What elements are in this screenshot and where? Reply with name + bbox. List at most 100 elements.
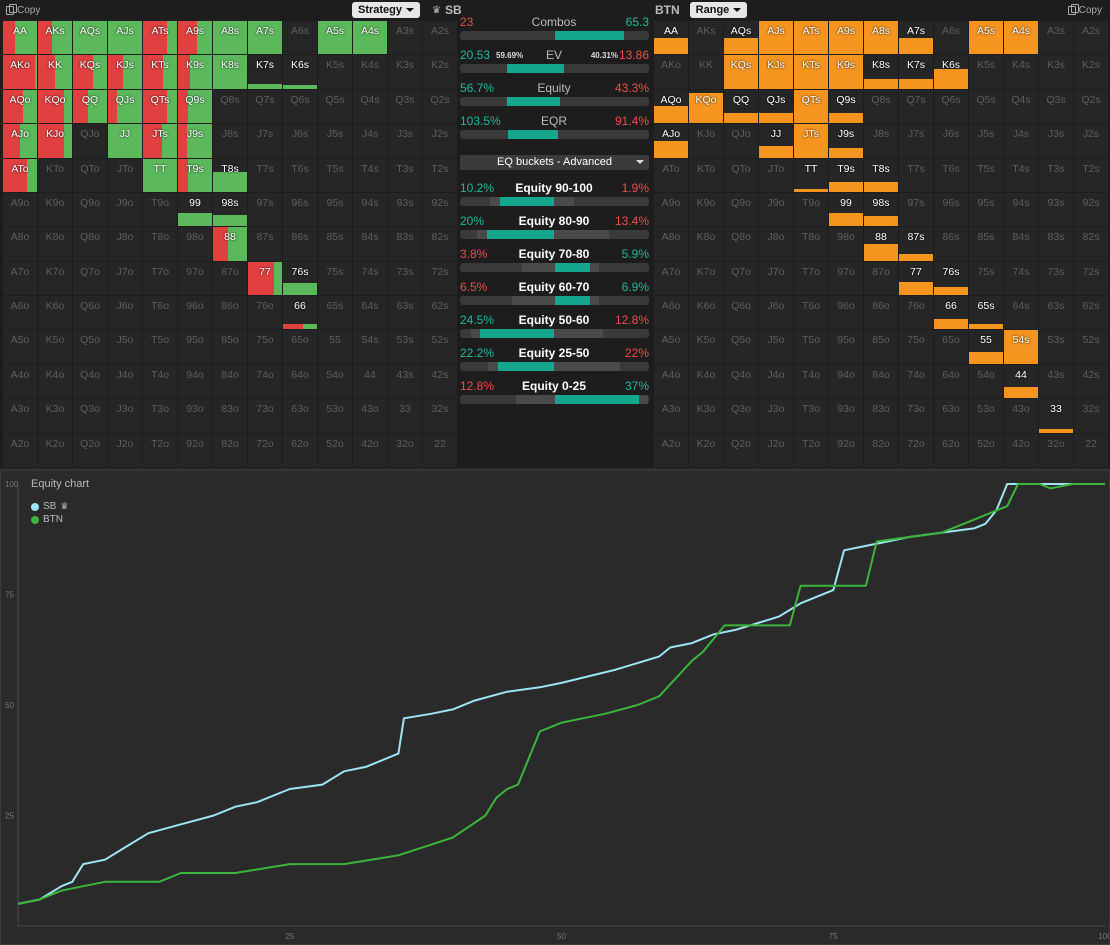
btn-hand-cell-66[interactable]: 66 (934, 296, 968, 330)
sb-hand-cell-84o[interactable]: 84o (213, 364, 247, 399)
sb-hand-cell-Q7s[interactable]: Q7s (248, 89, 282, 124)
sb-hand-cell-KK[interactable]: KK (38, 55, 72, 89)
sb-hand-cell-QQ[interactable]: QQ (73, 89, 107, 124)
btn-hand-cell-75o[interactable]: 75o (899, 330, 933, 364)
sb-hand-cell-JTo[interactable]: JTo (108, 158, 142, 192)
sb-hand-cell-82o[interactable]: 82o (213, 433, 247, 467)
btn-hand-cell-44[interactable]: 44 (1004, 364, 1038, 399)
sb-hand-cell-95o[interactable]: 95o (178, 330, 212, 364)
sb-hand-cell-63o[interactable]: 63o (283, 399, 317, 433)
sb-hand-cell-J8s[interactable]: J8s (213, 124, 247, 158)
sb-hand-cell-AJs[interactable]: AJs (108, 21, 142, 55)
btn-hand-cell-J4s[interactable]: J4s (1004, 124, 1038, 158)
btn-hand-cell-AQo[interactable]: AQo (654, 89, 688, 124)
btn-hand-cell-J9s[interactable]: J9s (829, 124, 863, 158)
sb-hand-cell-Q4o[interactable]: Q4o (73, 364, 107, 399)
sb-hand-cell-52s[interactable]: 52s (423, 330, 457, 364)
sb-hand-cell-AKo[interactable]: AKo (3, 55, 37, 89)
btn-hand-cell-53o[interactable]: 53o (969, 399, 1003, 433)
btn-hand-cell-Q9s[interactable]: Q9s (829, 89, 863, 124)
sb-hand-cell-83o[interactable]: 83o (213, 399, 247, 433)
btn-hand-cell-72s[interactable]: 72s (1074, 261, 1108, 296)
range-dropdown[interactable]: Range (689, 2, 748, 18)
sb-hand-cell-64s[interactable]: 64s (353, 296, 387, 330)
btn-hand-cell-92o[interactable]: 92o (829, 433, 863, 467)
btn-hand-cell-QTo[interactable]: QTo (724, 158, 758, 192)
btn-hand-cell-65o[interactable]: 65o (934, 330, 968, 364)
btn-hand-cell-84s[interactable]: 84s (1004, 227, 1038, 261)
sb-hand-cell-KJo[interactable]: KJo (38, 124, 72, 158)
btn-hand-cell-K7o[interactable]: K7o (689, 261, 723, 296)
btn-hand-cell-A3o[interactable]: A3o (654, 399, 688, 433)
btn-hand-cell-J8s[interactable]: J8s (864, 124, 898, 158)
btn-hand-cell-T5s[interactable]: T5s (969, 158, 1003, 192)
sb-hand-cell-T7o[interactable]: T7o (143, 261, 177, 296)
sb-hand-cell-KQo[interactable]: KQo (38, 89, 72, 124)
sb-hand-cell-94s[interactable]: 94s (353, 192, 387, 227)
sb-hand-cell-87o[interactable]: 87o (213, 261, 247, 296)
btn-hand-cell-63o[interactable]: 63o (934, 399, 968, 433)
btn-hand-cell-53s[interactable]: 53s (1039, 330, 1073, 364)
sb-hand-cell-T6o[interactable]: T6o (143, 296, 177, 330)
btn-hand-cell-Q4o[interactable]: Q4o (724, 364, 758, 399)
legend-item-btn[interactable]: BTN (31, 513, 68, 526)
sb-hand-cell-A9s[interactable]: A9s (178, 21, 212, 55)
btn-hand-cell-32s[interactable]: 32s (1074, 399, 1108, 433)
btn-hand-cell-Q2o[interactable]: Q2o (724, 433, 758, 467)
btn-hand-cell-42s[interactable]: 42s (1074, 364, 1108, 399)
right-copy-button[interactable]: Copy (1067, 3, 1102, 16)
sb-hand-cell-J4o[interactable]: J4o (108, 364, 142, 399)
btn-hand-cell-QQ[interactable]: QQ (724, 89, 758, 124)
btn-hand-cell-65s[interactable]: 65s (969, 296, 1003, 330)
sb-hand-cell-AQo[interactable]: AQo (3, 89, 37, 124)
btn-hand-cell-T4s[interactable]: T4s (1004, 158, 1038, 192)
sb-hand-cell-Q4s[interactable]: Q4s (353, 89, 387, 124)
sb-hand-cell-73s[interactable]: 73s (388, 261, 422, 296)
btn-hand-cell-J7s[interactable]: J7s (899, 124, 933, 158)
btn-hand-cell-J3s[interactable]: J3s (1039, 124, 1073, 158)
sb-hand-cell-Q2s[interactable]: Q2s (423, 89, 457, 124)
btn-hand-cell-86o[interactable]: 86o (864, 296, 898, 330)
btn-hand-cell-76s[interactable]: 76s (934, 261, 968, 296)
sb-hand-cell-T8o[interactable]: T8o (143, 227, 177, 261)
btn-hand-cell-JTs[interactable]: JTs (794, 124, 828, 158)
sb-hand-cell-J5s[interactable]: J5s (318, 124, 352, 158)
btn-hand-cell-74o[interactable]: 74o (899, 364, 933, 399)
sb-hand-cell-A2s[interactable]: A2s (423, 21, 457, 55)
btn-hand-cell-54o[interactable]: 54o (969, 364, 1003, 399)
sb-hand-cell-AQs[interactable]: AQs (73, 21, 107, 55)
sb-hand-cell-J6o[interactable]: J6o (108, 296, 142, 330)
sb-hand-cell-Q5s[interactable]: Q5s (318, 89, 352, 124)
btn-hand-cell-J9o[interactable]: J9o (759, 192, 793, 227)
btn-hand-cell-63s[interactable]: 63s (1039, 296, 1073, 330)
sb-hand-cell-84s[interactable]: 84s (353, 227, 387, 261)
btn-hand-cell-A7s[interactable]: A7s (899, 21, 933, 55)
sb-hand-cell-A3s[interactable]: A3s (388, 21, 422, 55)
sb-hand-cell-A5s[interactable]: A5s (318, 21, 352, 55)
sb-hand-cell-Q5o[interactable]: Q5o (73, 330, 107, 364)
sb-hand-cell-66[interactable]: 66 (283, 296, 317, 330)
sb-hand-cell-J8o[interactable]: J8o (108, 227, 142, 261)
btn-hand-cell-T7o[interactable]: T7o (794, 261, 828, 296)
btn-hand-cell-J8o[interactable]: J8o (759, 227, 793, 261)
btn-hand-cell-K3o[interactable]: K3o (689, 399, 723, 433)
sb-hand-cell-Q7o[interactable]: Q7o (73, 261, 107, 296)
sb-hand-cell-75s[interactable]: 75s (318, 261, 352, 296)
sb-hand-cell-55[interactable]: 55 (318, 330, 352, 364)
sb-hand-cell-93s[interactable]: 93s (388, 192, 422, 227)
btn-hand-cell-QTs[interactable]: QTs (794, 89, 828, 124)
btn-hand-cell-KTo[interactable]: KTo (689, 158, 723, 192)
sb-hand-cell-62o[interactable]: 62o (283, 433, 317, 467)
sb-hand-cell-74o[interactable]: 74o (248, 364, 282, 399)
sb-hand-cell-T5o[interactable]: T5o (143, 330, 177, 364)
btn-hand-cell-A5s[interactable]: A5s (969, 21, 1003, 55)
sb-hand-cell-99[interactable]: 99 (178, 192, 212, 227)
sb-hand-cell-T4s[interactable]: T4s (353, 158, 387, 192)
eq-buckets-dropdown[interactable]: EQ buckets - Advanced (460, 155, 649, 170)
sb-hand-cell-K2s[interactable]: K2s (423, 55, 457, 89)
sb-hand-cell-33[interactable]: 33 (388, 399, 422, 433)
sb-hand-cell-T5s[interactable]: T5s (318, 158, 352, 192)
sb-hand-cell-J7s[interactable]: J7s (248, 124, 282, 158)
sb-hand-cell-83s[interactable]: 83s (388, 227, 422, 261)
btn-hand-cell-AA[interactable]: AA (654, 21, 688, 55)
